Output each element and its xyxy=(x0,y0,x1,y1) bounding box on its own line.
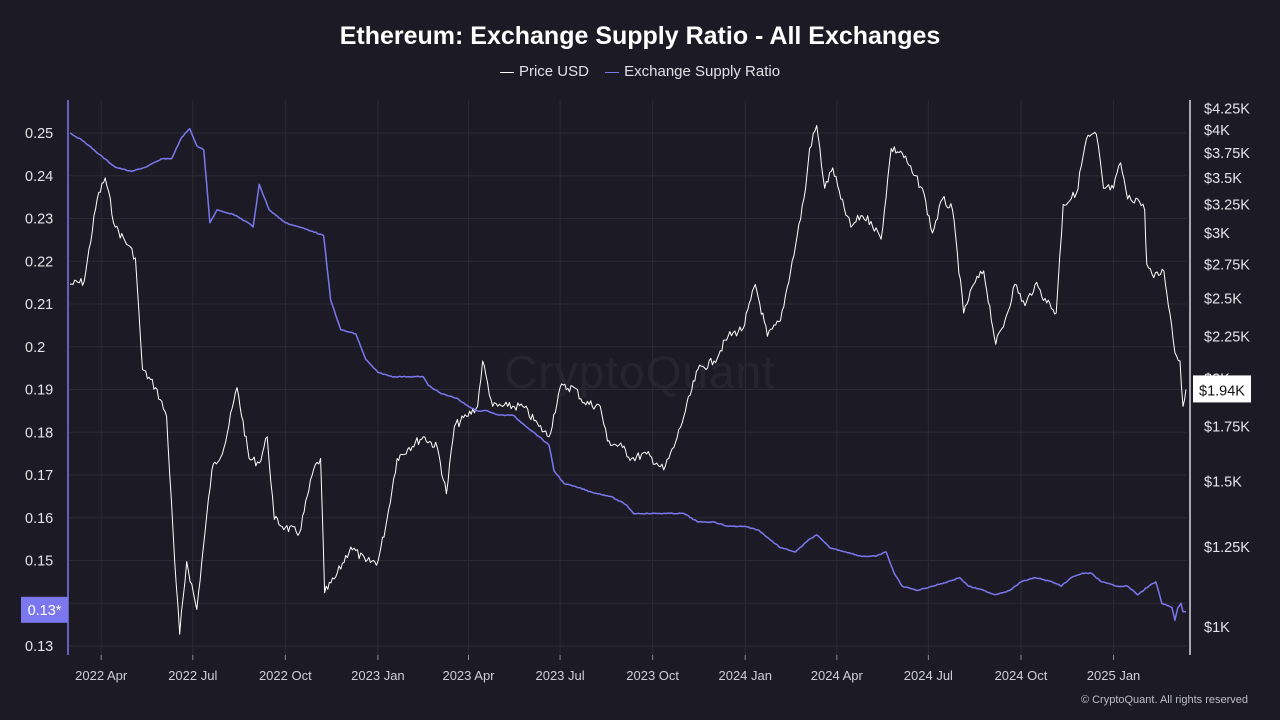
right-tick-label: $2.75K xyxy=(1204,257,1250,273)
right-tick-label: $3.5K xyxy=(1204,171,1242,187)
x-tick-label: 2023 Jul xyxy=(535,668,584,683)
chart-legend: Price USD Exchange Supply Ratio xyxy=(0,63,1280,80)
legend-label-price: Price USD xyxy=(518,63,589,80)
left-tick-label: 0.13 xyxy=(25,639,53,655)
left-y-axis: 0.25 0.24 0.23 0.22 0.21 0.2 0.19 0.18 0.17 0.16 0… xyxy=(25,100,69,655)
left-tick-label: 0.17 xyxy=(25,468,53,484)
left-tick-label: 0.18 xyxy=(25,425,53,441)
left-tick-label: 0.2 xyxy=(25,340,45,356)
x-tick-label: 2022 Jul xyxy=(168,668,217,683)
right-tick-label: $2.25K xyxy=(1204,329,1250,345)
x-tick-label: 2024 Jul xyxy=(904,668,953,683)
copyright-notice: © CryptoQuant. All rights reserved xyxy=(1080,694,1248,706)
x-tick-label: 2024 Apr xyxy=(811,668,864,683)
x-tick-label: 2023 Jan xyxy=(351,668,405,683)
x-axis: 2022 Apr 2022 Jul 2022 Oct 2023 Jan 2023 Apr… xyxy=(75,655,1140,683)
legend-item-supply-ratio[interactable]: Exchange Supply Ratio xyxy=(605,63,780,80)
left-tick-label: 0.25 xyxy=(25,126,53,142)
series-lines xyxy=(69,125,1187,635)
right-tick-label: $1.5K xyxy=(1204,475,1242,491)
legend-label-supply-ratio: Exchange Supply Ratio xyxy=(624,63,781,80)
legend-swatch-supply-ratio xyxy=(605,71,620,73)
right-current-value-label: $1.94K xyxy=(1199,383,1245,399)
exchange-supply-ratio-line[interactable] xyxy=(69,127,1186,622)
grid-lines xyxy=(70,100,1186,655)
right-tick-label: $3.75K xyxy=(1204,146,1250,162)
right-tick-label: $4.25K xyxy=(1204,101,1250,117)
left-tick-label: 0.19 xyxy=(25,383,53,399)
right-tick-label: $2.5K xyxy=(1204,292,1242,308)
x-tick-label: 2023 Apr xyxy=(442,668,495,683)
x-tick-label: 2025 Jan xyxy=(1087,668,1141,683)
x-tick-label: 2022 Oct xyxy=(259,668,312,683)
legend-swatch-price xyxy=(499,71,514,73)
left-current-value-badge xyxy=(21,596,68,623)
current-value-badges: 0.13* $1.94K xyxy=(21,375,1251,623)
left-tick-label: 0.23 xyxy=(25,212,53,228)
x-tick-label: 2022 Apr xyxy=(75,668,128,683)
right-tick-label: $3.25K xyxy=(1204,197,1250,213)
right-tick-label: $1.75K xyxy=(1204,419,1250,435)
left-tick-label: 0.24 xyxy=(25,169,53,185)
left-tick-label: 0.16 xyxy=(25,511,53,527)
x-tick-label: 2023 Oct xyxy=(626,668,679,683)
left-tick-label: 0.22 xyxy=(25,254,53,270)
legend-item-price[interactable]: Price USD xyxy=(499,63,589,80)
right-current-value-badge xyxy=(1193,375,1251,403)
left-tick-label: 0.21 xyxy=(25,297,53,313)
left-tick-label: 0.15 xyxy=(25,554,53,570)
right-tick-label: $1K xyxy=(1204,620,1230,636)
right-tick-label: $4K xyxy=(1204,123,1230,139)
x-tick-label: 2024 Oct xyxy=(995,668,1048,683)
right-tick-label: $3K xyxy=(1204,226,1230,242)
left-current-value-label: 0.13* xyxy=(28,603,62,619)
right-tick-label: $1.25K xyxy=(1204,540,1250,556)
chart-title: Ethereum: Exchange Supply Ratio - All Ex… xyxy=(339,22,941,50)
right-y-axis: $4.25K $4K $3.75K $3.5K $3.25K $3K $2.75K $2.5K… xyxy=(1189,100,1250,655)
x-tick-label: 2024 Jan xyxy=(718,668,772,683)
price-usd-line[interactable] xyxy=(69,125,1187,635)
